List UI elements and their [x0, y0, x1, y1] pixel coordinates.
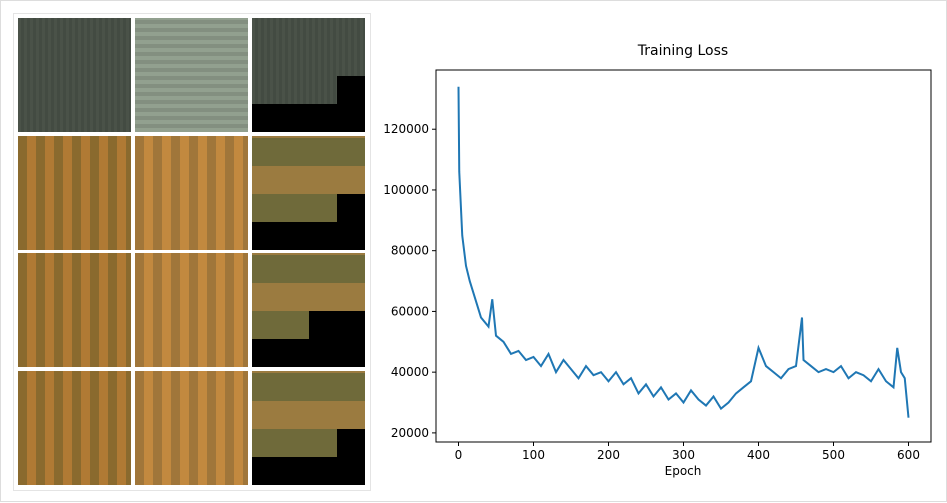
x-tick-label: 600 [897, 448, 920, 462]
image-grid [13, 13, 371, 491]
x-tick-label: 300 [672, 448, 695, 462]
y-tick-label: 100000 [383, 183, 429, 197]
loss-line [457, 86, 910, 418]
image [135, 371, 248, 485]
image [252, 18, 365, 132]
image [135, 253, 248, 367]
y-tick-label: 60000 [391, 304, 429, 318]
y-tick-label: 40000 [391, 365, 429, 379]
x-tick-label: 100 [522, 448, 545, 462]
x-tick-label: 200 [597, 448, 620, 462]
image [18, 371, 131, 485]
chart-title: Training Loss [637, 43, 728, 59]
image [252, 371, 365, 485]
x-tick-label: 0 [455, 448, 463, 462]
image [135, 136, 248, 250]
image [135, 18, 248, 132]
image [252, 136, 365, 250]
x-axis-label: Epoch [665, 464, 702, 478]
x-tick-label: 400 [747, 448, 770, 462]
plot-area [435, 69, 932, 443]
image [18, 18, 131, 132]
y-tick-label: 20000 [391, 426, 429, 440]
y-tick-label: 80000 [391, 244, 429, 258]
image [18, 136, 131, 250]
image [252, 253, 365, 367]
x-tick-label: 500 [822, 448, 845, 462]
image [18, 253, 131, 367]
y-tick-label: 120000 [383, 122, 429, 136]
